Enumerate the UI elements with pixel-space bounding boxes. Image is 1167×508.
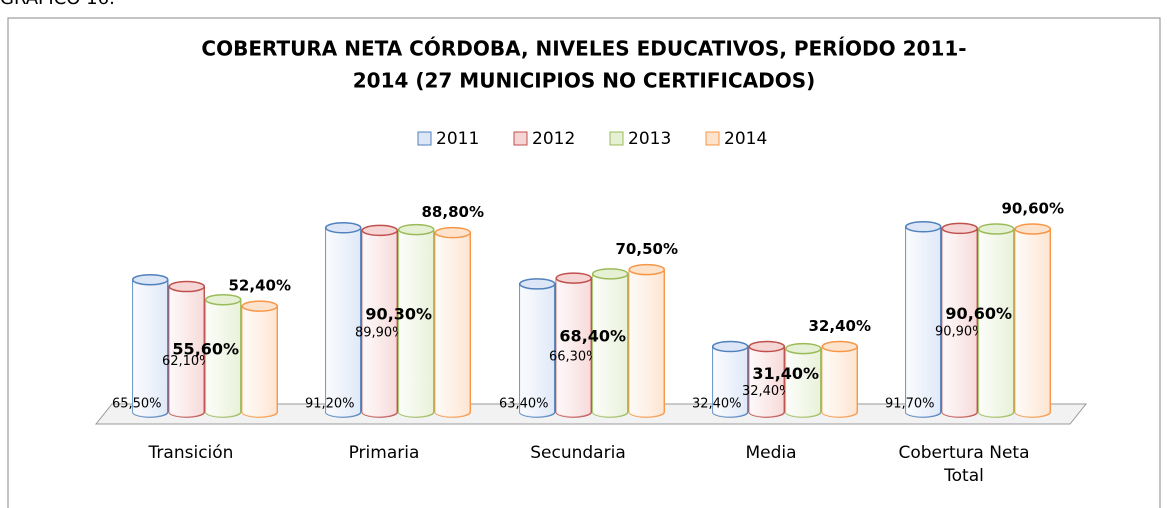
legend-label: 2011: [436, 129, 479, 149]
bar-top: [592, 268, 629, 280]
data-label: 70,50%: [616, 240, 678, 258]
chart-title: 2014 (27 MUNICIPIOS NO CERTIFICADOS): [353, 69, 816, 93]
bar-shade: [362, 230, 398, 417]
bar-shade: [205, 299, 241, 417]
bar-shade: [978, 228, 1014, 417]
legend-label: 2014: [724, 129, 767, 149]
data-label: 55,60%: [172, 339, 239, 358]
data-label: 68,40%: [559, 326, 626, 345]
bar-shade: [242, 306, 278, 417]
data-label: 91,70%: [885, 397, 935, 412]
bar-top: [785, 342, 822, 355]
data-label: 66,30%: [549, 350, 599, 365]
bar-top: [241, 300, 278, 312]
bar-shade: [556, 278, 592, 417]
bar-top: [132, 273, 169, 286]
bar-top: [1014, 223, 1051, 235]
legend-swatch: [417, 131, 432, 146]
legend-swatch: [609, 131, 624, 146]
bar-shade: [169, 286, 205, 417]
bar-top: [434, 226, 471, 239]
bar-top: [712, 340, 749, 353]
x-tick-label: Media: [745, 443, 797, 463]
bar-shade: [435, 232, 471, 417]
bar-top: [398, 223, 435, 236]
legend-swatch: [705, 131, 720, 146]
data-label: 63,40%: [499, 397, 549, 412]
data-label: 52,40%: [229, 277, 291, 295]
data-label: 89,90%: [355, 326, 405, 341]
bar-top: [628, 263, 665, 276]
bar-shade: [1015, 228, 1051, 417]
bar-shade: [592, 273, 628, 417]
data-label: 90,60%: [945, 304, 1012, 323]
bar-top: [821, 340, 858, 353]
chart-title: COBERTURA NETA CÓRDOBA, NIVELES EDUCATIV…: [201, 37, 966, 61]
bar-top: [205, 293, 242, 306]
chart-border: [7, 17, 1161, 508]
bar-shade: [132, 279, 168, 417]
data-label: 32,40%: [809, 317, 871, 335]
data-label: 90,30%: [365, 304, 432, 323]
bar-shade: [785, 348, 821, 417]
bar-top: [978, 223, 1015, 235]
data-label: 65,50%: [112, 397, 162, 412]
data-label: 90,60%: [1002, 199, 1064, 217]
bar-shade: [325, 227, 361, 417]
bar-shade: [519, 283, 555, 417]
bar-top: [905, 221, 942, 233]
data-label: 32,40%: [692, 397, 742, 412]
x-tick-label: Cobertura Neta Total: [898, 443, 1030, 486]
data-label: 91,20%: [305, 397, 355, 412]
x-tick-label: Transición: [148, 443, 234, 463]
bar-shade: [822, 346, 858, 417]
data-label: 62,10%: [162, 354, 212, 369]
x-tick-label: Primaria: [348, 443, 420, 463]
bar-top: [325, 222, 362, 234]
bar-top: [748, 340, 785, 353]
bar-shade: [942, 228, 978, 417]
bar-shade: [398, 229, 434, 417]
x-tick-label: Secundaria: [530, 443, 626, 463]
bar-shade: [905, 226, 941, 417]
data-label: 31,40%: [752, 364, 819, 383]
bar-top: [555, 272, 592, 284]
bar-top: [941, 222, 978, 235]
bar-shade: [749, 346, 785, 417]
legend-label: 2013: [628, 129, 671, 149]
data-label: 88,80%: [422, 203, 484, 221]
bar-top: [519, 278, 556, 290]
bar-top: [168, 280, 205, 293]
legend-label: 2012: [532, 129, 575, 149]
data-label: 90,90%: [935, 325, 985, 340]
bar-shade: [629, 269, 665, 417]
bar-top: [361, 224, 398, 237]
figure-number: GRÁFICO 16.: [0, 0, 115, 9]
data-label: 32,40%: [742, 384, 792, 399]
bar-shade: [712, 346, 748, 417]
legend-swatch: [513, 131, 528, 146]
